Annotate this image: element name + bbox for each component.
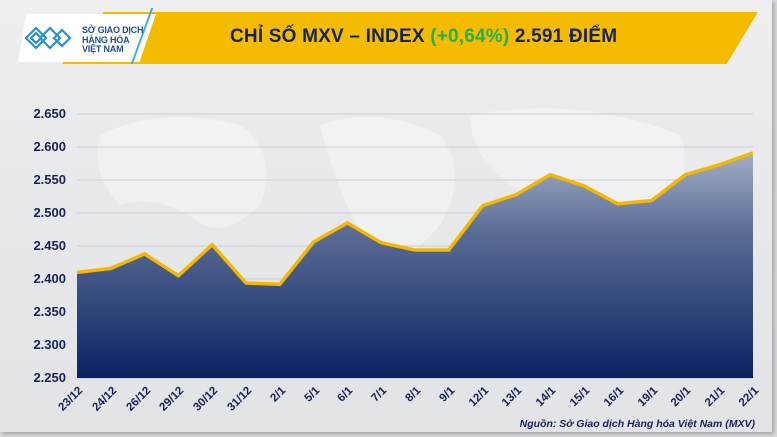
y-tick-label: 2.350 [33, 304, 66, 319]
title-prefix: CHỈ SỐ MXV – INDEX [230, 26, 431, 47]
y-tick-label: 2.500 [33, 205, 66, 220]
y-tick-label: 2.600 [33, 139, 66, 154]
logo-text: SỞ GIAO DỊCH HÀNG HÓA VIỆT NAM [82, 25, 144, 55]
y-tick-label: 2.300 [33, 337, 66, 352]
title-change-percent: (+0,64%) [430, 26, 510, 47]
title-banner [62, 12, 758, 64]
title-value: 2.591 ĐIỂM [509, 26, 618, 47]
area-fill [77, 152, 753, 378]
logo-line-3: VIỆT NAM [82, 44, 124, 54]
mxv-logo-icon [24, 26, 72, 50]
logo-line-1: SỞ GIAO DỊCH [82, 25, 144, 35]
index-line [76, 151, 754, 287]
source-note: Nguồn: Sở Giao dịch Hàng hóa Việt Nam (M… [519, 418, 755, 430]
y-tick-label: 2.450 [33, 238, 66, 253]
y-tick-label: 2.550 [33, 172, 66, 187]
chart-title: CHỈ SỐ MXV – INDEX (+0,64%) 2.591 ĐIỂM [230, 26, 617, 48]
logo-line-2: HÀNG HÓA [82, 34, 130, 45]
y-tick-label: 2.650 [33, 106, 66, 121]
y-tick-label: 2.400 [33, 271, 66, 286]
y-tick-label: 2.250 [33, 370, 66, 385]
